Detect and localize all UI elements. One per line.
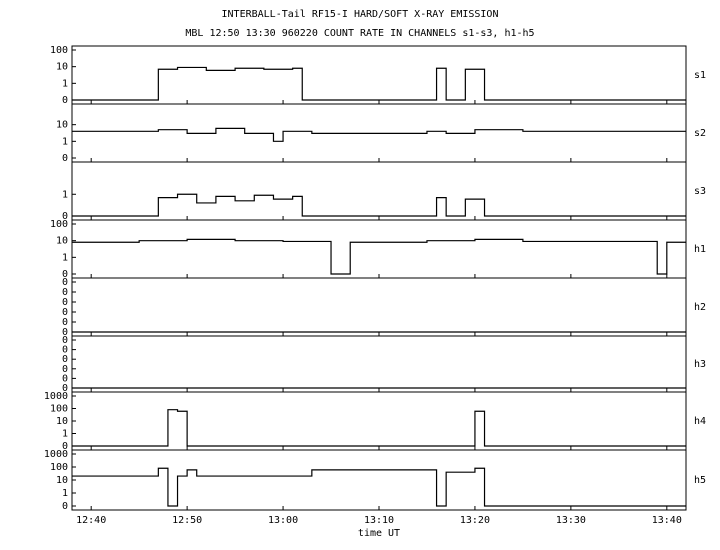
y-tick-label: 0 [62, 327, 68, 338]
y-tick-label: 10 [56, 62, 68, 73]
y-tick-label: 0 [62, 345, 68, 356]
y-tick-label: 1 [62, 429, 68, 440]
series-name: h3 [694, 359, 706, 370]
data-line [72, 66, 686, 101]
y-tick-label: 1000 [44, 391, 68, 402]
y-tick-label: 100 [50, 462, 68, 473]
y-tick-label: 100 [50, 219, 68, 230]
x-axis-label: time UT [358, 528, 400, 539]
series-name: h2 [694, 302, 706, 313]
y-tick-label: 0 [62, 153, 68, 164]
y-tick-label: 0 [62, 354, 68, 365]
series-name: s3 [694, 186, 706, 197]
data-line [72, 238, 686, 275]
y-tick-label: 1 [62, 189, 68, 200]
series-name: h4 [694, 416, 706, 427]
y-tick-label: 0 [62, 317, 68, 328]
y-tick-label: 0 [62, 383, 68, 394]
series-name: h1 [694, 244, 706, 255]
data-line [72, 193, 686, 217]
y-tick-label: 100 [50, 404, 68, 415]
data-line [72, 409, 686, 447]
y-tick-label: 10 [56, 475, 68, 486]
x-tick-label: 12:50 [172, 515, 202, 526]
series-name: s1 [694, 70, 706, 81]
chart-title: INTERBALL-Tail RF15-I HARD/SOFT X-RAY EM… [222, 9, 499, 20]
y-tick-label: 0 [62, 297, 68, 308]
y-tick-label: 1 [62, 78, 68, 89]
y-tick-label: 0 [62, 95, 68, 106]
y-tick-label: 1 [62, 252, 68, 263]
y-tick-label: 1000 [44, 449, 68, 460]
y-tick-label: 10 [56, 120, 68, 131]
x-tick-label: 13:20 [460, 515, 490, 526]
series-name: h5 [694, 475, 706, 486]
data-line [72, 467, 686, 507]
y-tick-label: 10 [56, 416, 68, 427]
y-tick-label: 0 [62, 335, 68, 346]
y-tick-label: 0 [62, 211, 68, 222]
y-tick-label: 0 [62, 364, 68, 375]
x-tick-label: 13:40 [652, 515, 682, 526]
x-tick-label: 13:00 [268, 515, 298, 526]
series-name: s2 [694, 128, 706, 139]
y-tick-label: 10 [56, 236, 68, 247]
data-line [72, 127, 686, 142]
y-tick-label: 1 [62, 136, 68, 147]
y-tick-label: 0 [62, 501, 68, 512]
x-tick-label: 13:10 [364, 515, 394, 526]
y-tick-label: 0 [62, 373, 68, 384]
y-tick-label: 0 [62, 269, 68, 280]
x-tick-label: 12:40 [76, 515, 106, 526]
x-tick-label: 13:30 [556, 515, 586, 526]
y-tick-label: 1 [62, 488, 68, 499]
y-tick-label: 0 [62, 441, 68, 452]
y-tick-label: 0 [62, 287, 68, 298]
chart-subtitle: MBL 12:50 13:30 960220 COUNT RATE IN CHA… [185, 28, 534, 39]
y-tick-label: 0 [62, 307, 68, 318]
y-tick-label: 100 [50, 45, 68, 56]
y-tick-label: 0 [62, 277, 68, 288]
